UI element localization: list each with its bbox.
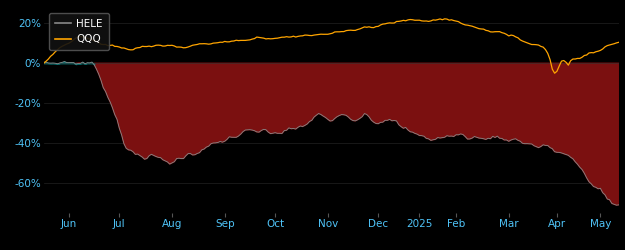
Legend: HELE, QQQ: HELE, QQQ	[49, 13, 109, 51]
